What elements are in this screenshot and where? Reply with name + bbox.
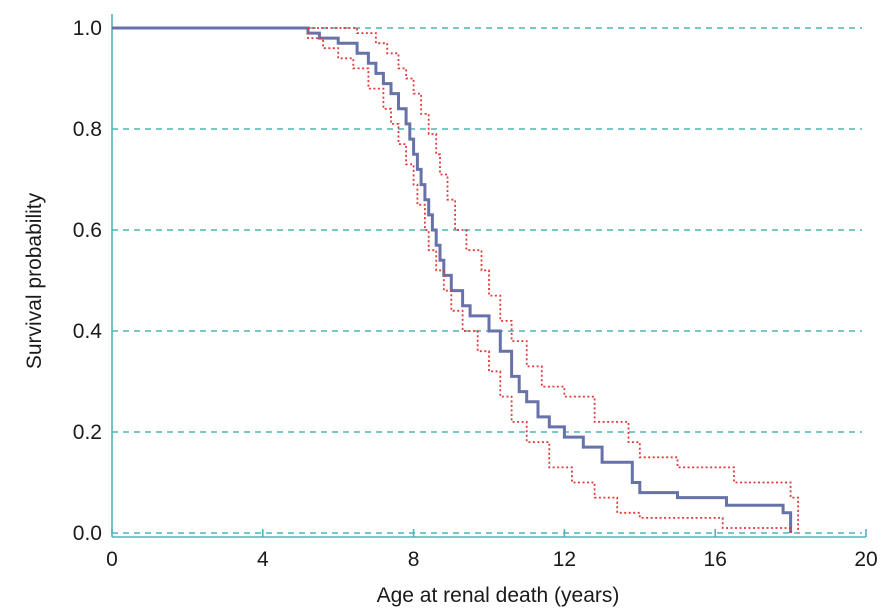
survival-curve [112, 26, 793, 533]
series-layer [112, 26, 799, 533]
x-tick-label-3: 12 [553, 548, 576, 571]
axis-layer [111, 14, 867, 538]
x-tick-label-0: 0 [106, 548, 118, 571]
x-tick-label-4: 16 [704, 548, 727, 571]
x-tick-label-5: 20 [854, 548, 877, 571]
ci-band-line-1 [308, 27, 799, 533]
y-tick-label-5: 1.0 [73, 17, 102, 40]
y-tick-label-4: 0.8 [73, 118, 102, 141]
y-tick-label-0: 0.0 [73, 522, 102, 545]
y-tick-label-1: 0.2 [73, 421, 102, 444]
tick-label-layer: 0 4 8 12 16 20 0.0 0.2 0.4 0.6 0.8 1.0 [73, 17, 878, 571]
x-tick-label-2: 8 [408, 548, 420, 571]
y-axis-title: Survival probability [23, 192, 46, 369]
x-tick-label-1: 4 [257, 548, 269, 571]
grid-layer [112, 27, 862, 534]
x-axis-title: Age at renal death (years) [377, 584, 620, 607]
ci-band-line-2 [307, 28, 792, 533]
y-tick-label-3: 0.6 [73, 219, 102, 242]
y-tick-label-2: 0.4 [73, 320, 103, 343]
